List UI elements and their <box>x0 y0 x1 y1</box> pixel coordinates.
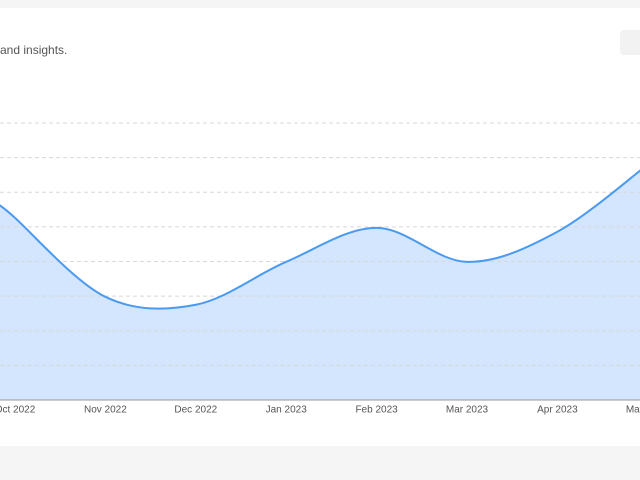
x-tick-label: Feb 2023 <box>355 405 398 416</box>
x-tick-label: May 2023 <box>626 405 640 416</box>
x-tick-label: Jan 2023 <box>266 405 308 416</box>
button[interactable] <box>620 30 640 55</box>
x-tick-label: Apr 2023 <box>537 405 578 416</box>
plot: Oct 2022 Nov 2022 Dec 2022 Jan 2023 Feb 2023… <box>0 122 640 416</box>
area <box>15 170 640 400</box>
line <box>14 169 640 310</box>
line-edge <box>0 204 16 219</box>
subtitle: and insights. <box>0 43 67 57</box>
x-tick-label: Nov 2022 <box>84 405 127 416</box>
area-edge <box>0 205 15 400</box>
x-tick-label: Oct 2022 <box>0 405 36 416</box>
x-tick-label: Mar 2023 <box>446 405 489 416</box>
x-tick-label: Dec 2022 <box>174 405 217 416</box>
